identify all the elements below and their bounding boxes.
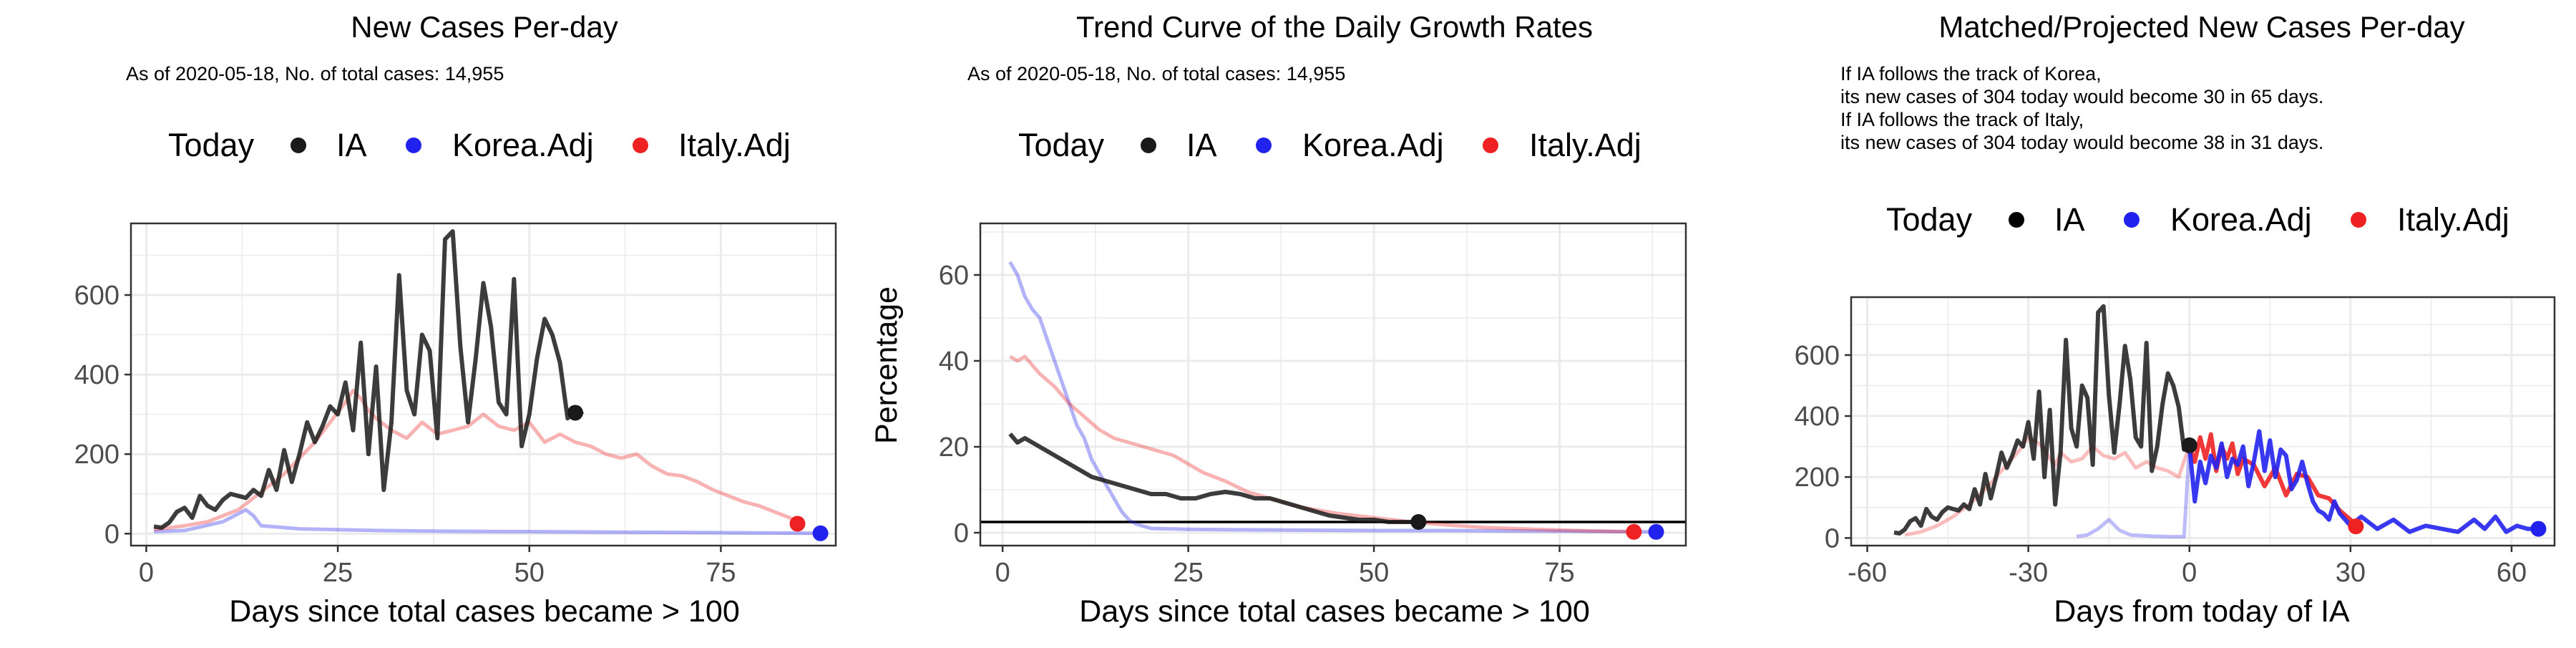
series-line-korea-adj — [154, 508, 821, 536]
legend-label-italy: Italy.Adj — [1529, 127, 1641, 163]
y-tick-label: 0 — [954, 518, 969, 548]
plot-area: 0 25 50 75 0 200 400 600 — [74, 222, 837, 588]
today-point-ia — [2181, 437, 2197, 453]
legend-label-ia: IA — [2054, 201, 2085, 238]
chart-subtitle: If IA follows the track of Korea, its ne… — [1840, 63, 2323, 153]
x-tick-label: -30 — [2009, 558, 2048, 588]
panel-border — [130, 222, 837, 547]
today-point-korea-adj — [1648, 523, 1664, 540]
panel-border — [979, 222, 1687, 547]
chart-title: Trend Curve of the Daily Growth Rates — [1076, 10, 1593, 44]
legend-label-ia: IA — [336, 127, 367, 163]
chart-subtitle: As of 2020-05-18, No. of total cases: 14… — [967, 63, 1345, 84]
chart-growth-rate-trend: Trend Curve of the Daily Growth Rates As… — [869, 10, 1687, 629]
y-tick-label: 20 — [939, 432, 969, 463]
x-tick-label: 30 — [2336, 558, 2366, 588]
legend-label-italy: Italy.Adj — [2397, 201, 2509, 238]
x-tick-label: -60 — [1848, 558, 1887, 588]
y-tick-label: 0 — [104, 519, 119, 549]
legend-key-italy — [1483, 137, 1498, 153]
series-line-ia — [1008, 432, 1419, 524]
today-point-ia — [1410, 514, 1427, 530]
today-point-italy-adj — [2348, 518, 2364, 535]
legend-key-italy — [2351, 212, 2366, 228]
x-tick-label: 25 — [1173, 558, 1203, 588]
legend-label-ia: IA — [1186, 127, 1217, 163]
today-point-korea-adj — [812, 525, 829, 541]
x-tick-label: 0 — [2182, 558, 2197, 588]
plot-area: 0 25 50 75 0 20 40 60 — [939, 222, 1687, 588]
chart-matched-projected: Matched/Projected New Cases Per-day If I… — [1795, 10, 2556, 629]
series-line-italy-adj — [1009, 354, 1634, 534]
legend: Today IA Korea.Adj Italy.Adj — [1886, 201, 2509, 238]
legend: Today IA Korea.Adj Italy.Adj — [168, 127, 791, 163]
chart-title: Matched/Projected New Cases Per-day — [1938, 10, 2464, 44]
x-tick-label: 75 — [1544, 558, 1574, 588]
y-tick-label: 200 — [74, 440, 119, 470]
legend-key-korea — [1256, 137, 1272, 153]
series-line-italy-adj-projection — [2187, 432, 2358, 528]
chart-title: New Cases Per-day — [351, 10, 618, 44]
y-axis-label: Percentage — [869, 286, 904, 444]
legend-key-ia — [2009, 212, 2024, 228]
today-point-italy-adj — [1626, 523, 1642, 540]
x-axis-label: Days from today of IA — [2054, 594, 2350, 629]
y-tick-label: 0 — [1825, 523, 1840, 553]
legend-title: Today — [168, 127, 255, 163]
legend-key-korea — [406, 137, 421, 153]
x-tick-label: 25 — [323, 558, 353, 588]
series-line-ia — [1893, 304, 2191, 536]
y-tick-label: 400 — [74, 360, 119, 390]
legend-key-ia — [1141, 137, 1156, 153]
plot-background — [131, 223, 836, 546]
legend-title: Today — [1886, 201, 1973, 238]
subtitle-line: If IA follows the track of Italy, — [1840, 109, 2084, 130]
legend: Today IA Korea.Adj Italy.Adj — [1018, 127, 1641, 163]
y-tick-label: 60 — [939, 261, 969, 291]
legend-key-italy — [633, 137, 648, 153]
today-point-ia — [567, 405, 583, 421]
legend-label-korea: Korea.Adj — [2170, 201, 2312, 238]
series-line-korea-adj — [1008, 261, 1657, 534]
legend-key-ia — [291, 137, 306, 153]
legend-key-korea — [2124, 212, 2140, 228]
plot-background — [980, 223, 1686, 546]
x-tick-label: 60 — [2497, 558, 2527, 588]
subtitle-line: its new cases of 304 today would become … — [1840, 86, 2323, 107]
y-tick-label: 400 — [1795, 402, 1840, 432]
y-tick-label: 40 — [939, 347, 969, 377]
x-axis-label: Days since total cases became > 100 — [229, 594, 739, 629]
x-tick-label: 75 — [706, 558, 736, 588]
x-tick-label: 50 — [514, 558, 545, 588]
y-tick-label: 600 — [1795, 341, 1840, 371]
series-line-ia — [153, 229, 585, 530]
panel-border — [1850, 296, 2556, 547]
y-tick-label: 200 — [1795, 463, 1840, 493]
chart-subtitle: As of 2020-05-18, No. of total cases: 14… — [126, 63, 504, 84]
legend-label-korea: Korea.Adj — [452, 127, 594, 163]
x-axis-label: Days since total cases became > 100 — [1079, 594, 1589, 629]
legend-label-italy: Italy.Adj — [678, 127, 791, 163]
x-tick-label: 0 — [995, 558, 1010, 588]
series-line-korea-adj-projection — [2187, 429, 2539, 534]
legend-title: Today — [1018, 127, 1105, 163]
today-point-korea-adj — [2530, 521, 2547, 537]
chart-new-cases-per-day: New Cases Per-day As of 2020-05-18, No. … — [74, 10, 837, 629]
today-point-italy-adj — [789, 516, 806, 532]
x-tick-label: 50 — [1359, 558, 1389, 588]
subtitle-line: If IA follows the track of Korea, — [1840, 63, 2102, 84]
subtitle-line: its new cases of 304 today would become … — [1840, 132, 2323, 153]
series-line-korea-adj-history — [2076, 445, 2192, 539]
legend-label-korea: Korea.Adj — [1302, 127, 1444, 163]
x-tick-label: 0 — [139, 558, 154, 588]
y-tick-label: 600 — [74, 281, 119, 311]
